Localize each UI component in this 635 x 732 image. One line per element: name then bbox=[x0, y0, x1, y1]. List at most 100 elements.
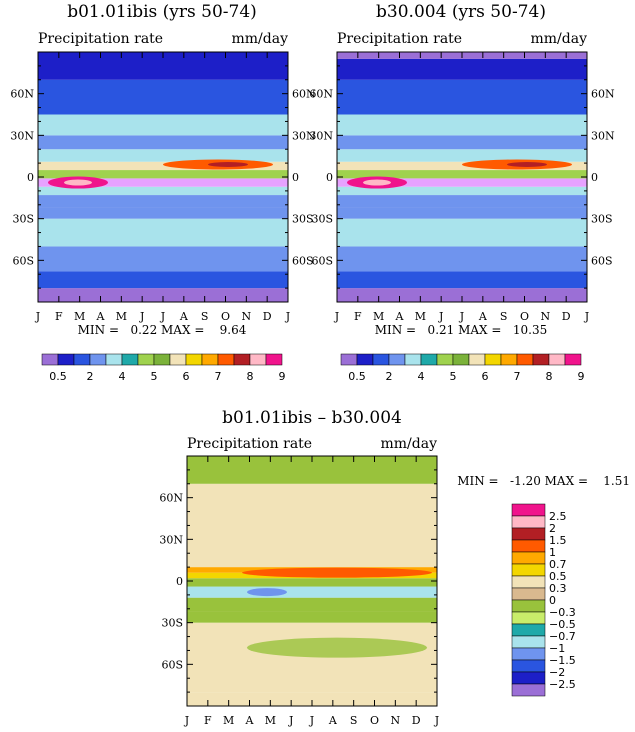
right-max-core-east bbox=[507, 162, 547, 167]
right-cbar-label-1: 2 bbox=[386, 370, 393, 383]
diff-cbar-label-10: −0.7 bbox=[549, 630, 576, 643]
right-y-axis-ticks: 60N 60N 30N 30N 0 0 30S 30S 60S 60S bbox=[309, 65, 615, 289]
diff-cbar-label-8: −0.3 bbox=[549, 606, 576, 619]
left-ytick-label-2: 0 bbox=[27, 171, 34, 184]
right-cbar-box-4 bbox=[404, 353, 422, 366]
right-xtick-label-6: J bbox=[459, 310, 464, 323]
diff-band-2 bbox=[187, 611, 437, 623]
left-band-13 bbox=[38, 79, 288, 115]
left-ytick-label-right-3: 30S bbox=[292, 213, 314, 226]
right-cbar-box-12 bbox=[532, 353, 550, 366]
right-band-9 bbox=[337, 161, 587, 171]
right-ytick-label-right-3: 30S bbox=[591, 213, 613, 226]
left-band-11 bbox=[38, 135, 288, 150]
left-cbar-box-12 bbox=[233, 353, 251, 366]
right-cbar-label-6: 8 bbox=[546, 370, 553, 383]
left-ytick-label-3: 30S bbox=[12, 213, 34, 226]
right-cbar-box-3 bbox=[388, 353, 406, 366]
left-xtick-label-10: N bbox=[242, 310, 252, 323]
diff-xtick-label-5: J bbox=[288, 714, 293, 727]
left-cbar-box-7 bbox=[153, 353, 171, 366]
left-cbar-label-6: 8 bbox=[247, 370, 254, 383]
left-colorbar: 0.5 2 4 5 6 7 8 9 bbox=[41, 353, 286, 383]
right-ytick-label-right-4: 60S bbox=[591, 254, 613, 267]
left-cbar-box-14 bbox=[265, 353, 283, 366]
diff-xtick-label-4: M bbox=[265, 714, 276, 727]
diff-cbar-label-7: 0 bbox=[549, 594, 556, 607]
diff-ytick-label-4: 60S bbox=[161, 658, 183, 671]
diff-xtick-label-9: O bbox=[370, 714, 379, 727]
left-xtick-label-11: D bbox=[263, 310, 272, 323]
right-band-4 bbox=[337, 207, 587, 219]
left-xtick-label-0: J bbox=[35, 310, 40, 323]
diff-cbar-label-1: 2 bbox=[549, 522, 556, 535]
right-xtick-label-5: J bbox=[438, 310, 443, 323]
diff-cbar-box-2 bbox=[511, 527, 546, 541]
right-cbar-box-0 bbox=[340, 353, 358, 366]
diff-band-8 bbox=[187, 556, 437, 568]
diff-ytick-label-2: 0 bbox=[176, 575, 183, 588]
left-xtick-label-2: M bbox=[74, 310, 85, 323]
left-title: b01.01ibis (yrs 50-74) bbox=[67, 2, 257, 22]
right-band-14 bbox=[337, 58, 587, 80]
right-cbar-box-11 bbox=[516, 353, 534, 366]
diff-cbar-label-0: 2.5 bbox=[549, 510, 567, 523]
right-plot-area bbox=[336, 51, 588, 303]
diff-cbar-box-9 bbox=[511, 611, 546, 625]
right-ytick-label-0: 60N bbox=[309, 88, 333, 101]
right-subtitle-left: Precipitation rate bbox=[337, 31, 462, 47]
left-cbar-box-9 bbox=[185, 353, 203, 366]
diff-cbar-box-15 bbox=[511, 683, 546, 697]
right-band-10 bbox=[337, 149, 587, 162]
right-band-13 bbox=[337, 79, 587, 115]
left-cbar-box-6 bbox=[137, 353, 155, 366]
right-cbar-box-1 bbox=[356, 353, 374, 366]
left-cbar-label-2: 4 bbox=[119, 370, 126, 383]
diff-panel: b01.01ibis – b30.004 Precipitation rate … bbox=[159, 408, 630, 727]
diff-colorbar: 2.521.510.70.50.30−0.3−0.5−0.7−1−1.5−2−2… bbox=[511, 503, 576, 697]
left-cbar-box-10 bbox=[201, 353, 219, 366]
left-band-2 bbox=[38, 246, 288, 272]
diff-cbar-box-10 bbox=[511, 623, 546, 637]
right-band-12 bbox=[337, 114, 587, 136]
diff-xtick-label-6: J bbox=[309, 714, 314, 727]
right-max-core-west bbox=[363, 179, 391, 186]
right-ytick-label-right-2: 0 bbox=[591, 171, 598, 184]
right-cbar-label-4: 6 bbox=[482, 370, 489, 383]
left-band-9 bbox=[38, 161, 288, 171]
diff-ytick-label-0: 60N bbox=[159, 492, 183, 505]
right-ytick-label-right-0: 60N bbox=[591, 88, 615, 101]
right-band-7 bbox=[337, 178, 587, 187]
left-ytick-label-right-0: 60N bbox=[292, 88, 316, 101]
left-band-10 bbox=[38, 149, 288, 162]
left-cbar-box-11 bbox=[217, 353, 235, 366]
right-xtick-label-1: F bbox=[354, 310, 362, 323]
diff-cbar-box-5 bbox=[511, 563, 546, 577]
diff-cbar-label-4: 0.7 bbox=[549, 558, 567, 571]
diff-cbar-box-11 bbox=[511, 635, 546, 649]
diff-xtick-label-0: J bbox=[184, 714, 189, 727]
right-ytick-label-2: 0 bbox=[326, 171, 333, 184]
right-band-8 bbox=[337, 170, 587, 179]
right-ytick-label-1: 30N bbox=[309, 129, 333, 142]
diff-cbar-box-4 bbox=[511, 551, 546, 565]
left-band-6 bbox=[38, 186, 288, 196]
left-band-7 bbox=[38, 178, 288, 187]
right-xtick-label-12: J bbox=[584, 310, 589, 323]
left-band-12 bbox=[38, 114, 288, 136]
right-cbar-box-6 bbox=[436, 353, 454, 366]
diff-negative-blob bbox=[247, 588, 287, 597]
left-xtick-label-7: A bbox=[179, 310, 189, 323]
diff-cbar-box-7 bbox=[511, 587, 546, 601]
right-cbar-box-14 bbox=[564, 353, 582, 366]
diff-ytick-label-3: 30S bbox=[161, 617, 183, 630]
right-cbar-box-7 bbox=[452, 353, 470, 366]
left-ytick-label-0: 60N bbox=[10, 88, 34, 101]
diff-cbar-label-5: 0.5 bbox=[549, 570, 567, 583]
right-xtick-label-3: A bbox=[395, 310, 405, 323]
right-band-3 bbox=[337, 218, 587, 247]
diff-subtitle-right: mm/day bbox=[381, 436, 438, 452]
left-xtick-label-4: M bbox=[116, 310, 127, 323]
left-max-core-west bbox=[64, 179, 92, 186]
